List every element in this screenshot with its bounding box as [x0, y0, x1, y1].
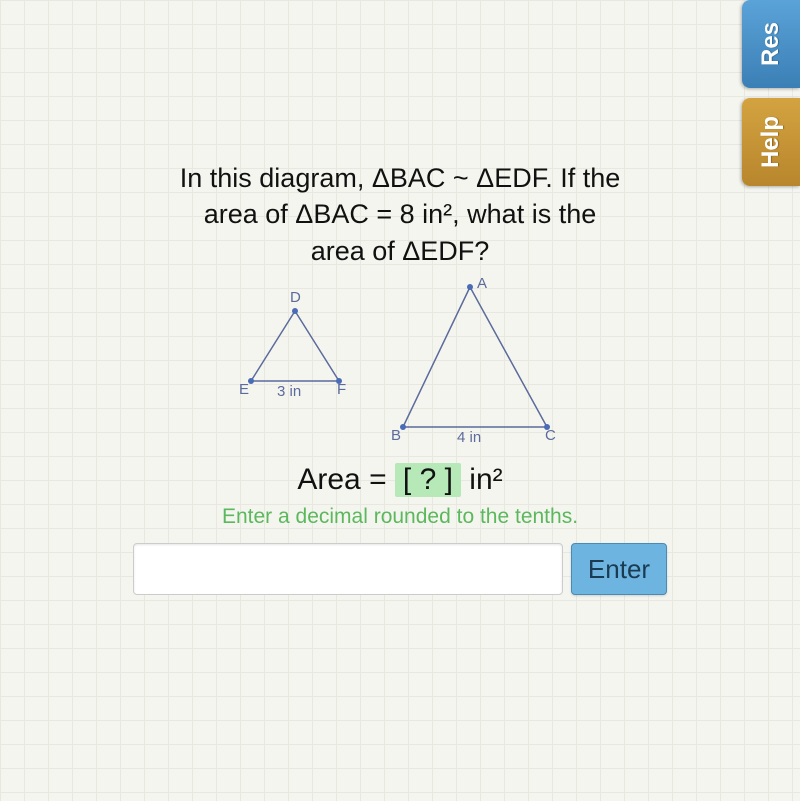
side-tabs: Res Help — [742, 0, 800, 186]
tab-res[interactable]: Res — [742, 0, 800, 88]
vertex-d: D — [290, 289, 301, 306]
input-row: Enter — [80, 543, 720, 595]
answer-placeholder: [ ? ] — [395, 463, 461, 497]
question-line-1: In this diagram, ΔBAC ~ ΔEDF. If the — [80, 160, 720, 196]
answer-suffix: in² — [461, 463, 503, 496]
content-area: In this diagram, ΔBAC ~ ΔEDF. If the are… — [0, 160, 800, 595]
tab-res-label: Res — [757, 22, 785, 66]
vertex-c: C — [545, 427, 556, 444]
answer-template: Area = [ ? ] in² — [80, 463, 720, 497]
question-text: In this diagram, ΔBAC ~ ΔEDF. If the are… — [80, 160, 720, 269]
triangle-large-svg — [385, 273, 565, 453]
question-line-2: area of ΔBAC = 8 in², what is the — [80, 196, 720, 232]
diagram-area: D E F 3 in A B C 4 in — [80, 283, 720, 453]
vertex-e: E — [239, 381, 249, 398]
side-bc-label: 4 in — [457, 429, 481, 446]
vertex-f: F — [337, 381, 346, 398]
vertex-a: A — [477, 275, 487, 292]
triangle-small: D E F 3 in — [235, 293, 355, 403]
side-ef-label: 3 in — [277, 383, 301, 400]
enter-button[interactable]: Enter — [571, 543, 667, 595]
answer-input[interactable] — [133, 543, 563, 595]
answer-prefix: Area = — [297, 463, 395, 496]
hint-text: Enter a decimal rounded to the tenths. — [80, 505, 720, 529]
vertex-b: B — [391, 427, 401, 444]
question-line-3: area of ΔEDF? — [80, 233, 720, 269]
triangle-large: A B C 4 in — [385, 273, 565, 453]
